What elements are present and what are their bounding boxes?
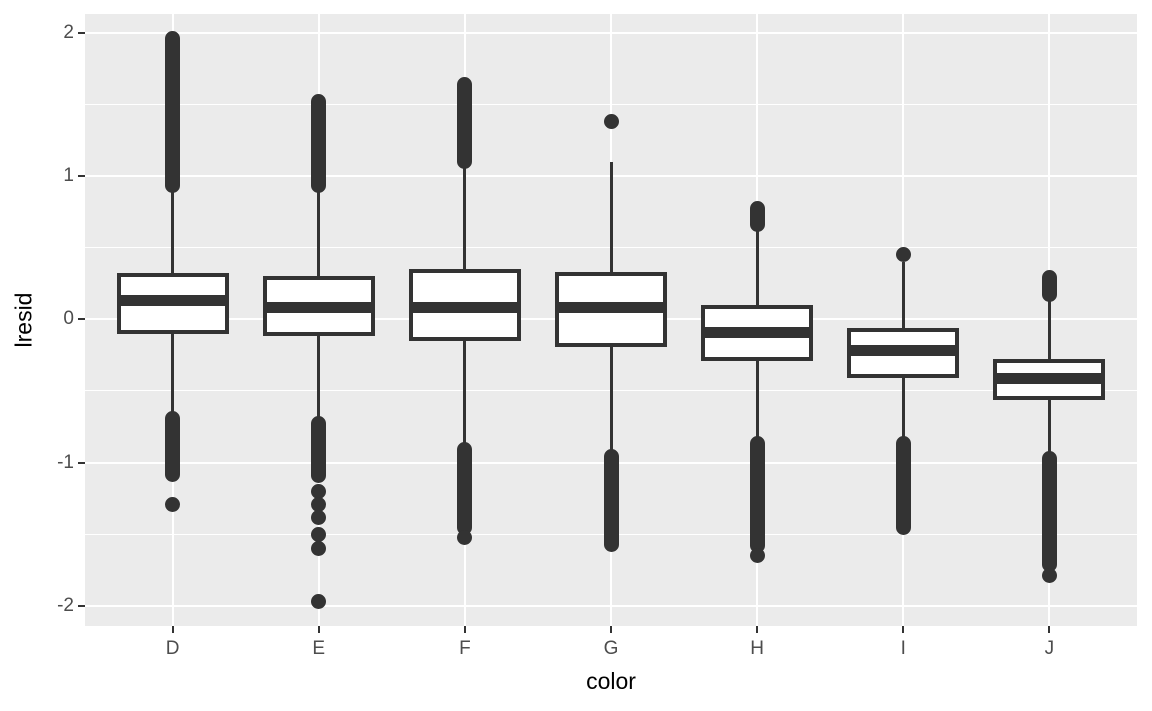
outlier-cluster	[603, 449, 619, 552]
upper-whisker	[901, 261, 905, 328]
median-line	[555, 302, 667, 314]
x-tick-mark	[756, 626, 759, 633]
x-axis-title: color	[586, 668, 636, 694]
outlier-cluster	[1041, 270, 1057, 303]
outlier-point	[749, 548, 765, 564]
lower-whisker	[609, 346, 613, 454]
outlier-point	[311, 496, 327, 512]
lower-whisker	[1047, 399, 1051, 457]
upper-whisker	[171, 190, 175, 274]
y-tick-mark	[78, 604, 85, 607]
outlier-cluster	[1041, 450, 1057, 572]
outlier-point	[311, 483, 327, 499]
x-tick-label-G: G	[603, 638, 619, 659]
upper-whisker	[317, 190, 321, 277]
outlier-point	[311, 594, 327, 610]
lower-whisker	[901, 378, 905, 443]
x-tick-mark	[1048, 626, 1051, 633]
lower-whisker	[755, 360, 759, 442]
y-tick-label: 1	[63, 164, 74, 186]
x-tick-mark	[171, 626, 174, 633]
median-line	[847, 345, 960, 357]
x-tick-label-F: F	[459, 638, 471, 659]
y-tick-mark	[78, 31, 85, 34]
outlier-point	[311, 541, 327, 557]
x-tick-mark	[610, 626, 612, 633]
upper-whisker	[755, 227, 759, 305]
x-tick-label-I: I	[900, 638, 906, 659]
outlier-cluster	[457, 442, 473, 535]
outlier-cluster	[749, 436, 765, 554]
outlier-point	[1041, 568, 1057, 584]
outlier-cluster	[749, 201, 765, 233]
outlier-point	[165, 496, 181, 512]
upper-whisker	[609, 161, 613, 272]
outlier-point	[311, 526, 327, 542]
x-tick-mark	[463, 626, 466, 633]
outlier-point	[895, 247, 911, 263]
outlier-cluster	[165, 30, 181, 194]
lower-whisker	[463, 340, 467, 447]
median-line	[408, 302, 521, 314]
x-tick-label-E: E	[312, 638, 326, 659]
median-line	[116, 295, 229, 307]
y-tick-mark	[78, 318, 85, 321]
plot-panel	[85, 14, 1137, 626]
outlier-cluster	[311, 416, 327, 483]
lower-whisker	[171, 333, 175, 416]
outlier-point	[603, 113, 619, 129]
median-line	[701, 326, 814, 338]
x-tick-label-J: J	[1044, 638, 1055, 659]
lower-whisker	[317, 336, 321, 422]
x-tick-label-D: D	[165, 638, 180, 659]
outlier-point	[311, 509, 327, 525]
y-tick-mark	[78, 461, 85, 464]
outlier-cluster	[311, 93, 327, 194]
median-line	[262, 302, 375, 314]
y-tick-label: -1	[57, 451, 74, 473]
y-tick-label: -2	[57, 594, 74, 616]
x-tick-mark	[317, 626, 320, 633]
median-line	[993, 372, 1106, 384]
x-tick-mark	[902, 626, 905, 633]
outlier-cluster	[165, 410, 181, 482]
outlier-point	[457, 529, 473, 545]
upper-whisker	[1047, 297, 1051, 360]
y-tick-label: 2	[63, 21, 74, 43]
outlier-cluster	[895, 436, 911, 535]
outlier-cluster	[457, 76, 473, 170]
y-tick-mark	[78, 174, 85, 177]
y-tick-label: 0	[63, 308, 74, 330]
x-tick-label-H: H	[750, 638, 764, 659]
upper-whisker	[463, 163, 467, 270]
